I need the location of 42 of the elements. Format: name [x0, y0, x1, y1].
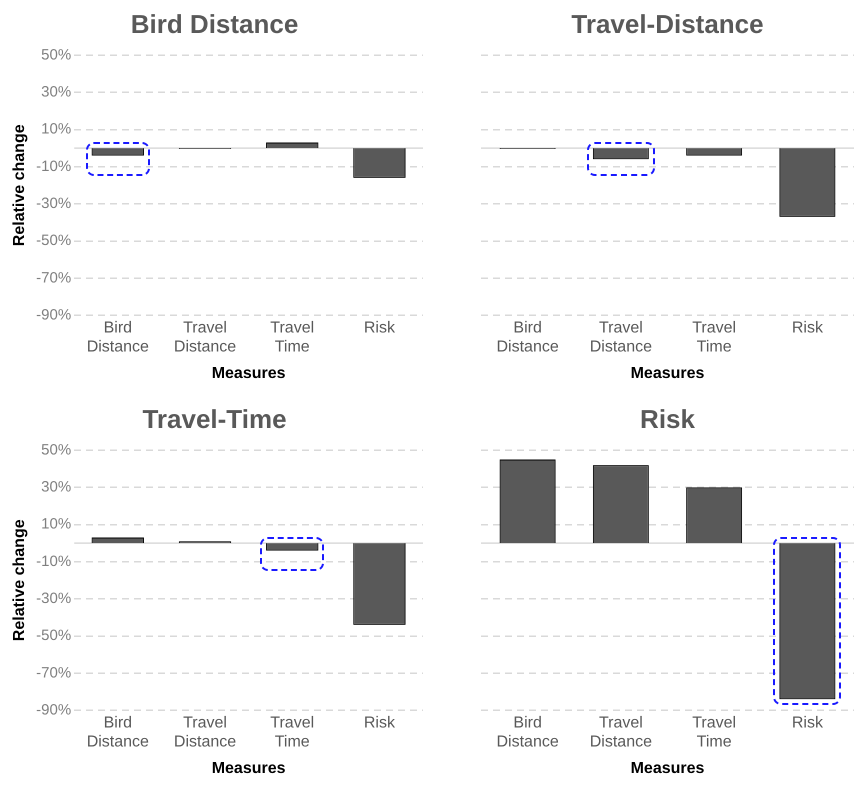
chart-title: Travel-Time [142, 404, 287, 434]
y-tick-label: 50% [41, 46, 72, 64]
chart-title: Bird Distance [130, 8, 298, 39]
x-axis-title: Measures [630, 760, 705, 777]
y-tick-label: -30% [36, 195, 72, 212]
y-axis-title: Relative change [11, 124, 28, 246]
x-tick-label: Travel Time [692, 714, 736, 751]
x-tick-label: Travel Time [270, 714, 314, 751]
y-tick-label: 30% [41, 84, 72, 101]
x-tick-label: Risk [792, 714, 824, 732]
y-tick-label: -30% [36, 590, 72, 608]
x-tick-label: Travel Time [692, 319, 736, 356]
x-tick-label: Risk [364, 319, 396, 336]
x-tick-label: Bird Distance [496, 319, 559, 356]
y-axis-title: Relative change [11, 519, 28, 642]
y-tick-label: -90% [36, 702, 72, 719]
x-axis-title: Measures [630, 364, 705, 382]
y-tick-label: 30% [41, 478, 72, 496]
x-tick-label: Bird Distance [86, 319, 150, 356]
x-axis-title: Measures [212, 760, 286, 777]
x-tick-label: Travel Time [270, 319, 314, 356]
x-tick-label: Travel Distance [174, 714, 236, 751]
y-tick-label: 50% [41, 441, 72, 458]
y-tick-label: -10% [36, 158, 72, 175]
y-tick-label: -10% [36, 552, 72, 570]
x-axis-title: Measures [212, 364, 286, 382]
x-tick-label: Bird Distance [496, 714, 559, 751]
x-tick-label: Risk [792, 319, 824, 336]
x-tick-label: Travel Distance [590, 714, 652, 751]
y-tick-label: -70% [36, 269, 72, 286]
chart-title: Risk [640, 404, 696, 434]
x-tick-label: Risk [364, 714, 396, 732]
chart-title: Travel-Distance [571, 8, 764, 39]
y-tick-label: -90% [36, 306, 72, 324]
y-tick-label: 10% [41, 120, 72, 138]
y-tick-label: -50% [36, 232, 72, 250]
x-tick-label: Travel Distance [174, 319, 236, 356]
x-tick-label: Bird Distance [86, 714, 150, 751]
y-tick-label: -50% [36, 627, 72, 644]
y-tick-label: 10% [41, 516, 72, 533]
y-tick-label: -70% [36, 664, 72, 682]
x-tick-label: Travel Distance [590, 319, 652, 356]
